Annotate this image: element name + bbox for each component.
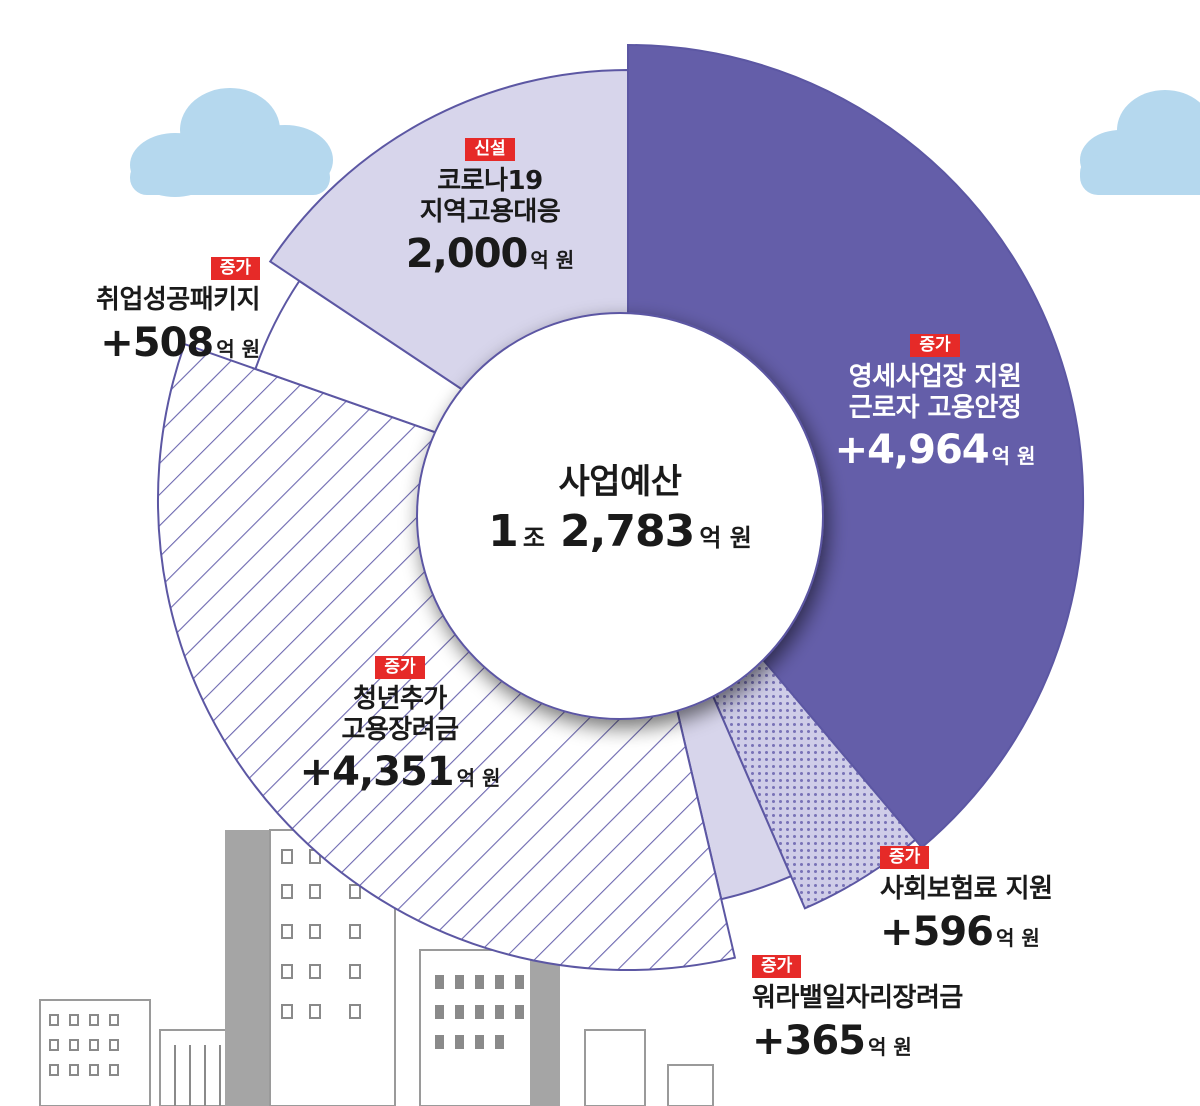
cloud-right	[1080, 90, 1200, 195]
status-badge: 신설	[465, 138, 515, 162]
slice-name-line: 근로자 고용안정	[848, 392, 1022, 423]
unit-label: 억 원	[530, 248, 575, 273]
center-unit-minor: 억 원	[699, 524, 752, 553]
slice-label-s1: 증가 영세사업장 지원 근로자 고용안정 +4,964 억 원	[800, 334, 1070, 475]
slice-name-line: 청년추가	[353, 684, 447, 715]
slice-label-s3: 증가 워라밸일자리장려금 +365 억 원	[752, 955, 1032, 1065]
slice-label-s2: 증가 사회보험료 지원 +596 억 원	[880, 846, 1120, 956]
slice-value: +4,351	[299, 749, 455, 796]
slice-label-s6: 신설 코로나19 지역고용대응 2,000 억 원	[345, 138, 635, 279]
center-value-minor: 2,783	[560, 506, 695, 558]
status-badge: 증가	[210, 257, 260, 281]
unit-label: 억 원	[868, 1034, 912, 1059]
status-badge: 증가	[375, 656, 425, 680]
center-title: 사업예산	[558, 462, 682, 502]
status-badge: 증가	[880, 846, 930, 870]
slice-name-line: 사회보험료 지원	[880, 874, 1053, 905]
slice-value: +596	[880, 908, 994, 955]
center-circle	[416, 312, 824, 720]
center-label: 사업예산 1 조 2,783 억 원	[470, 462, 770, 558]
unit-label: 억 원	[456, 766, 501, 791]
center-unit-major: 조	[522, 524, 545, 553]
slice-label-s5: 증가 취업성공패키지 +508 억 원	[40, 257, 261, 367]
slice-name-line: 워라밸일자리장려금	[752, 983, 963, 1014]
slice-value: +4,964	[834, 427, 990, 474]
slice-label-s4: 증가 청년추가 고용장려금 +4,351 억 원	[270, 656, 530, 797]
slice-value: 2,000	[405, 231, 529, 278]
status-badge: 증가	[752, 955, 802, 979]
unit-label: 억 원	[991, 444, 1036, 469]
slice-name-line: 코로나19	[437, 166, 543, 197]
cloud-left	[130, 88, 333, 197]
buildings	[39, 829, 714, 1106]
center-value-major: 1	[488, 506, 519, 558]
pie-slice-s1	[627, 43, 1085, 849]
slice-name-line: 취업성공패키지	[96, 285, 260, 316]
slice-value: +508	[100, 319, 214, 366]
slice-name-line: 고용장려금	[341, 714, 459, 745]
unit-label: 억 원	[216, 336, 260, 361]
unit-label: 억 원	[996, 925, 1040, 950]
slice-name-line: 영세사업장 지원	[848, 362, 1022, 393]
slice-value: +365	[752, 1017, 866, 1064]
slice-name-line: 지역고용대응	[419, 196, 561, 227]
status-badge: 증가	[910, 334, 960, 358]
